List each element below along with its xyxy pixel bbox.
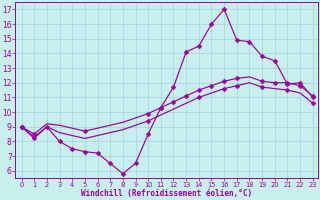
X-axis label: Windchill (Refroidissement éolien,°C): Windchill (Refroidissement éolien,°C) [81,189,252,198]
